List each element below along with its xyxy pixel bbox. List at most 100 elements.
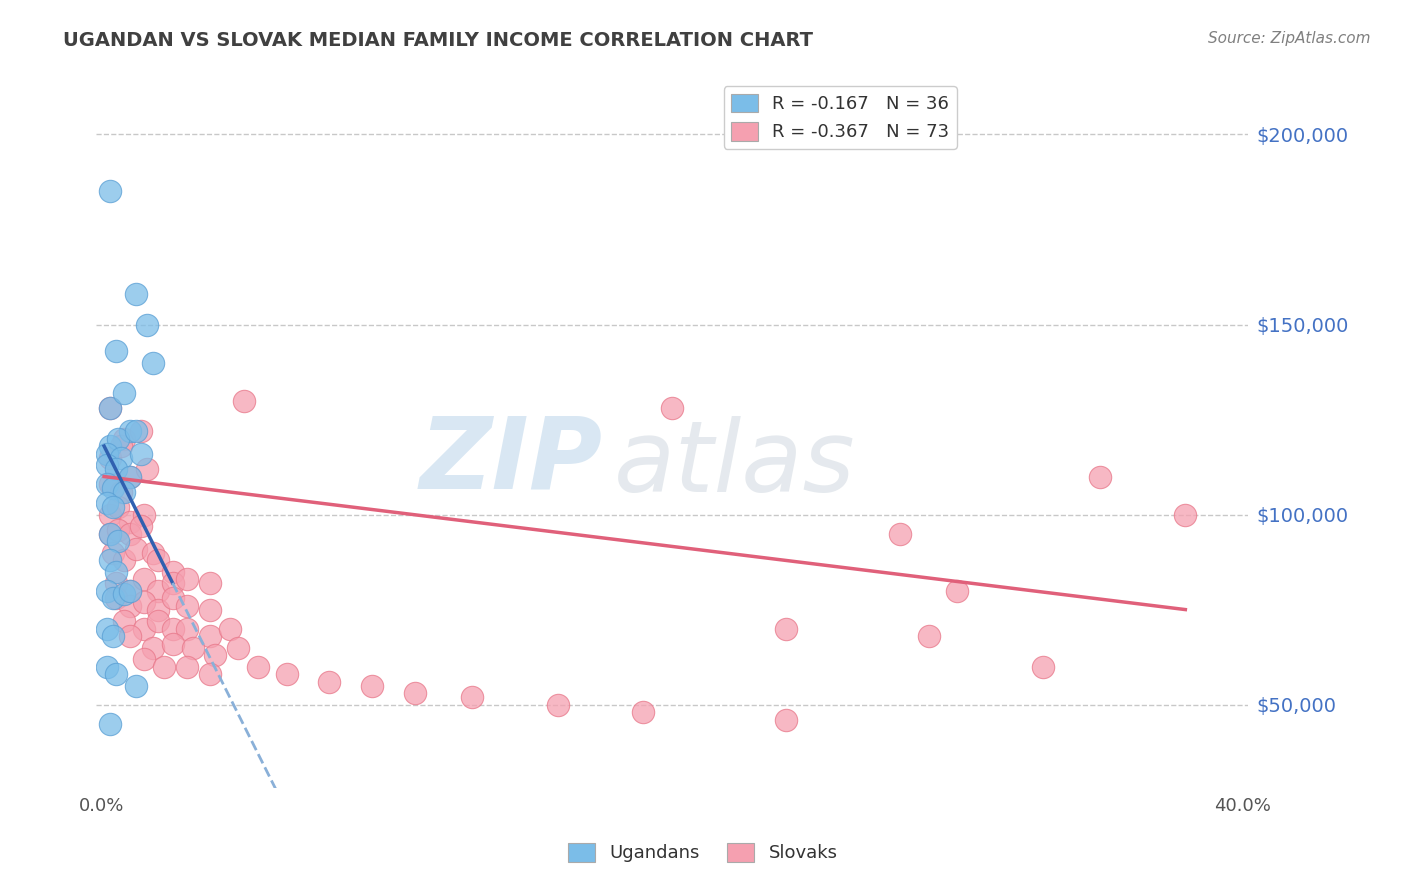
Point	[96, 458, 118, 472]
Point	[124, 541, 146, 556]
Point	[112, 385, 135, 400]
Legend: Ugandans, Slovaks: Ugandans, Slovaks	[561, 836, 845, 870]
Text: ZIP: ZIP	[419, 413, 603, 509]
Point	[889, 526, 911, 541]
Point	[118, 583, 141, 598]
Point	[118, 515, 141, 529]
Point	[946, 583, 969, 598]
Point	[101, 591, 124, 606]
Point	[247, 659, 270, 673]
Point	[107, 432, 129, 446]
Point	[135, 462, 157, 476]
Point	[96, 659, 118, 673]
Point	[148, 602, 170, 616]
Point	[1032, 659, 1054, 673]
Point	[101, 500, 124, 514]
Point	[104, 576, 127, 591]
Point	[1174, 508, 1197, 522]
Point	[96, 477, 118, 491]
Point	[132, 622, 155, 636]
Point	[204, 648, 226, 663]
Point	[176, 599, 198, 613]
Point	[98, 526, 121, 541]
Point	[98, 477, 121, 491]
Point	[112, 432, 135, 446]
Point	[98, 716, 121, 731]
Point	[110, 450, 132, 465]
Point	[96, 622, 118, 636]
Point	[232, 393, 254, 408]
Point	[142, 355, 165, 369]
Text: atlas: atlas	[614, 417, 856, 513]
Point	[129, 424, 152, 438]
Point	[118, 469, 141, 483]
Point	[112, 587, 135, 601]
Point	[181, 640, 204, 655]
Point	[118, 469, 141, 483]
Point	[104, 565, 127, 579]
Point	[148, 583, 170, 598]
Point	[107, 523, 129, 537]
Point	[98, 553, 121, 567]
Point	[104, 344, 127, 359]
Point	[547, 698, 569, 712]
Point	[162, 591, 184, 606]
Point	[198, 629, 221, 643]
Text: Source: ZipAtlas.com: Source: ZipAtlas.com	[1208, 31, 1371, 46]
Point	[775, 622, 797, 636]
Point	[104, 462, 127, 476]
Point	[98, 401, 121, 416]
Point	[112, 614, 135, 628]
Point	[661, 401, 683, 416]
Point	[162, 576, 184, 591]
Point	[96, 447, 118, 461]
Point	[633, 705, 655, 719]
Point	[226, 640, 249, 655]
Point	[104, 667, 127, 681]
Point	[176, 572, 198, 586]
Point	[132, 572, 155, 586]
Point	[404, 686, 426, 700]
Point	[96, 496, 118, 510]
Point	[461, 690, 484, 704]
Point	[917, 629, 939, 643]
Point	[775, 713, 797, 727]
Point	[96, 583, 118, 598]
Point	[162, 637, 184, 651]
Point	[104, 591, 127, 606]
Point	[118, 526, 141, 541]
Text: UGANDAN VS SLOVAK MEDIAN FAMILY INCOME CORRELATION CHART: UGANDAN VS SLOVAK MEDIAN FAMILY INCOME C…	[63, 31, 813, 50]
Point	[107, 534, 129, 549]
Point	[98, 508, 121, 522]
Point	[318, 674, 340, 689]
Point	[162, 565, 184, 579]
Point	[112, 484, 135, 499]
Point	[218, 622, 240, 636]
Point	[110, 439, 132, 453]
Point	[124, 424, 146, 438]
Point	[118, 629, 141, 643]
Point	[101, 545, 124, 559]
Point	[98, 439, 121, 453]
Point	[98, 401, 121, 416]
Point	[198, 602, 221, 616]
Point	[124, 287, 146, 301]
Point	[129, 519, 152, 533]
Point	[101, 481, 124, 495]
Point	[361, 679, 384, 693]
Point	[98, 450, 121, 465]
Point	[118, 583, 141, 598]
Point	[198, 667, 221, 681]
Point	[148, 553, 170, 567]
Point	[276, 667, 298, 681]
Point	[135, 318, 157, 332]
Point	[118, 424, 141, 438]
Point	[98, 185, 121, 199]
Point	[142, 640, 165, 655]
Point	[101, 629, 124, 643]
Point	[129, 447, 152, 461]
Point	[118, 599, 141, 613]
Point	[132, 652, 155, 666]
Point	[148, 614, 170, 628]
Point	[107, 500, 129, 514]
